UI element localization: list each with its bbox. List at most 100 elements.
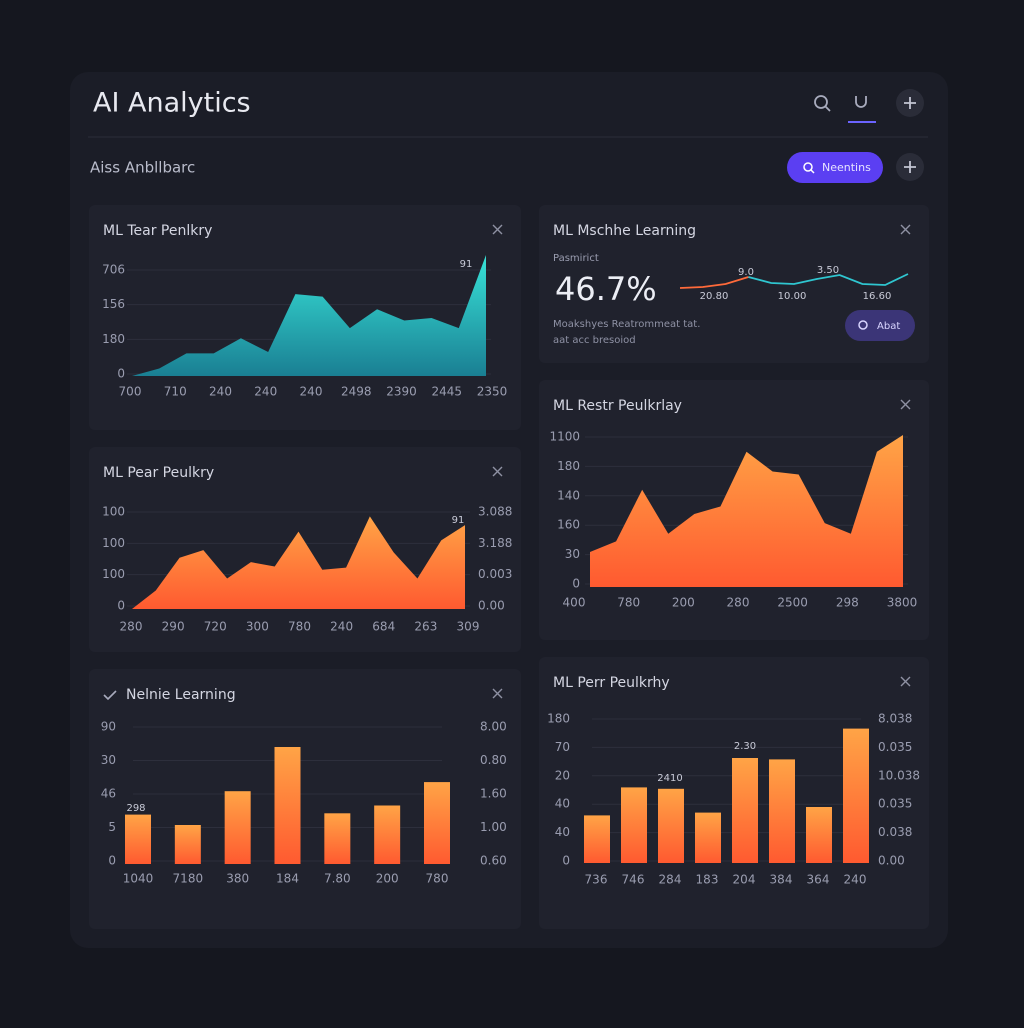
y-tick-label: 160 <box>557 518 580 532</box>
x-tick-label: 298 <box>836 596 859 610</box>
annotation: 10.00 <box>778 291 807 302</box>
x-tick-label: 2390 <box>386 385 417 399</box>
close-icon[interactable] <box>492 688 503 699</box>
panel-title: ML Tear Penlkry <box>103 223 212 239</box>
x-tick-label: 710 <box>164 385 187 399</box>
y2-tick-label: 0.038 <box>878 825 912 839</box>
area <box>132 516 465 609</box>
annotation: 3.50 <box>817 265 839 276</box>
y2-tick-label: 3.188 <box>478 536 512 550</box>
primary-button[interactable]: Neentins <box>787 152 883 183</box>
bar <box>843 728 869 863</box>
panel-title: ML Mschhe Learning <box>553 223 696 239</box>
annotation: 16.60 <box>863 291 892 302</box>
close-icon[interactable] <box>900 224 911 235</box>
x-tick-label: 400 <box>563 596 586 610</box>
add-icon[interactable] <box>896 89 924 117</box>
y2-tick-label: 1.60 <box>480 787 507 801</box>
y-tick-label: 100 <box>102 505 125 519</box>
annotation: 9.0 <box>738 267 754 278</box>
bar <box>732 758 758 863</box>
x-tick-label: 204 <box>733 873 756 887</box>
y-tick-label: 5 <box>108 820 116 834</box>
area <box>590 435 903 587</box>
y2-tick-label: 0.80 <box>480 753 507 767</box>
x-tick-label: 240 <box>209 385 232 399</box>
x-tick-label: 780 <box>426 872 449 886</box>
y2-tick-label: 8.00 <box>480 720 507 734</box>
bar <box>324 813 351 864</box>
metric-label: Pasmirict <box>553 253 599 264</box>
metric-value: 46.7% <box>555 270 657 308</box>
close-icon[interactable] <box>900 676 911 687</box>
app-title: AI Analytics <box>93 88 251 119</box>
y-tick-label: 140 <box>557 488 580 502</box>
x-tick-label: 380 <box>226 872 249 886</box>
y2-tick-label: 1.00 <box>480 820 507 834</box>
annotation: 298 <box>126 803 145 814</box>
x-tick-label: 240 <box>844 873 867 887</box>
metric-note: Moakshyes Reatrommeat tat. <box>553 319 700 330</box>
y-tick-label: 706 <box>102 263 125 277</box>
x-tick-label: 240 <box>254 385 277 399</box>
close-icon[interactable] <box>492 224 503 235</box>
x-tick-label: 384 <box>770 873 793 887</box>
x-tick-label: 720 <box>204 620 227 634</box>
sparkline <box>748 273 909 286</box>
x-tick-label: 1040 <box>123 872 154 886</box>
user-icon[interactable] <box>848 96 876 123</box>
bar <box>769 759 795 863</box>
x-tick-label: 290 <box>162 620 185 634</box>
y-tick-label: 0 <box>117 599 125 613</box>
y-tick-label: 0 <box>562 854 570 868</box>
annotation: 2410 <box>657 773 682 784</box>
y-tick-label: 100 <box>102 567 125 581</box>
bar <box>621 787 647 863</box>
add-icon[interactable] <box>896 153 924 181</box>
y-tick-label: 1100 <box>549 430 580 444</box>
x-tick-label: 284 <box>659 873 682 887</box>
x-tick-label: 200 <box>672 596 695 610</box>
button-bg <box>845 310 915 341</box>
y2-tick-label: 10.038 <box>878 768 920 782</box>
panel-title: ML Perr Peulkrhy <box>553 675 670 691</box>
x-tick-label: 736 <box>585 873 608 887</box>
button-label[interactable]: Neentins <box>822 161 871 174</box>
x-tick-label: 746 <box>622 873 645 887</box>
panel: ML Perr Peulkrhy 180 70 20 40 40 0 8.038 0.035 10… <box>539 657 929 929</box>
y-tick-label: 40 <box>555 797 570 811</box>
x-tick-label: 7.80 <box>324 872 351 886</box>
bar <box>174 825 201 864</box>
secondary-button[interactable]: Abat <box>845 310 915 341</box>
panel-card <box>89 669 521 929</box>
panel-title: ML Restr Peulkrlay <box>553 398 682 414</box>
y-tick-label: 180 <box>547 712 570 726</box>
y2-tick-label: 0.60 <box>480 854 507 868</box>
panel: ML Pear Peulkry10010010003.0883.1880.003… <box>89 447 521 652</box>
y-tick-label: 0 <box>108 854 116 868</box>
y-tick-label: 90 <box>101 720 116 734</box>
bar <box>695 812 721 863</box>
search-icon[interactable] <box>814 95 831 112</box>
x-tick-label: 309 <box>457 620 480 634</box>
panel-title: Nelnie Learning <box>126 687 236 703</box>
y-tick-label: 20 <box>555 768 570 782</box>
panel: ML Mschhe Learning Pasmirict 46.7% Moakshye… <box>539 205 929 363</box>
y-tick-label: 180 <box>557 459 580 473</box>
x-tick-label: 280 <box>727 596 750 610</box>
y2-tick-label: 0.00 <box>478 599 505 613</box>
y-tick-label: 0 <box>117 367 125 381</box>
panel: ML Tear Penlkry 706 156 180 0 700 710 240 240 240… <box>89 205 521 430</box>
bar <box>274 747 301 864</box>
x-tick-label: 7180 <box>173 872 204 886</box>
close-icon[interactable] <box>492 466 503 477</box>
button-label[interactable]: Abat <box>877 321 900 332</box>
y-tick-label: 156 <box>102 297 125 311</box>
close-icon[interactable] <box>900 399 911 410</box>
x-tick-label: 364 <box>807 873 830 887</box>
y2-tick-label: 0.035 <box>878 740 912 754</box>
y-tick-label: 46 <box>101 787 116 801</box>
y2-tick-label: 3.088 <box>478 505 512 519</box>
y2-tick-label: 0.035 <box>878 797 912 811</box>
